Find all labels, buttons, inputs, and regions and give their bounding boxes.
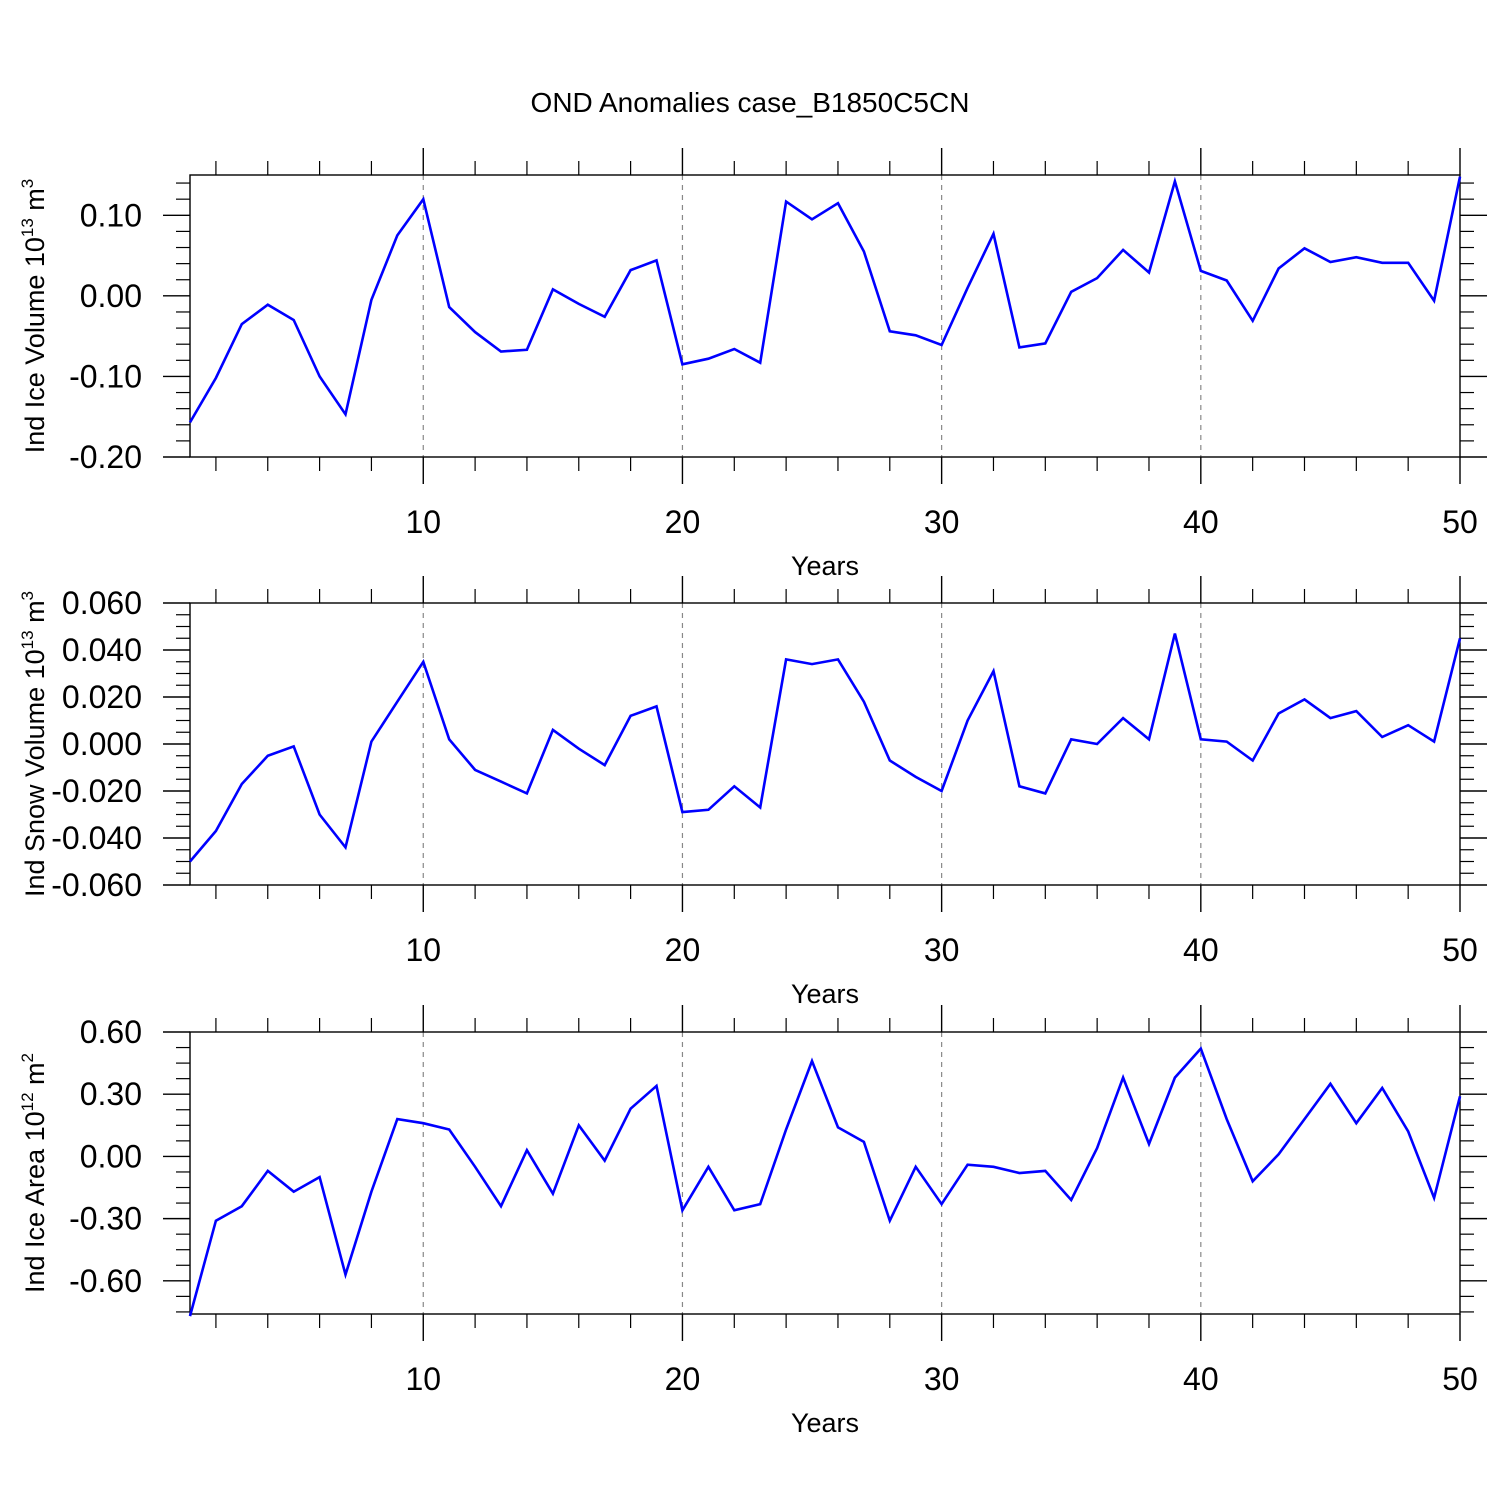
y-tick-label: 0.040	[62, 632, 142, 668]
x-tick-label: 40	[1183, 932, 1219, 968]
y-tick-label: -0.20	[69, 439, 142, 475]
plot-frame	[189, 1031, 1461, 1315]
x-axis-label: Years	[791, 1408, 859, 1438]
figure-title: OND Anomalies case_B1850C5CN	[531, 87, 970, 118]
series-line	[188, 1046, 1462, 1317]
x-tick-label: 50	[1442, 932, 1478, 968]
plot-frame	[189, 174, 1461, 458]
y-axis-label: Ind Ice Volume 1013 m3	[18, 179, 50, 454]
x-tick-label: 30	[924, 504, 960, 540]
x-axis-label: Years	[791, 551, 859, 581]
y-tick-label: 0.00	[80, 1138, 142, 1174]
y-tick-label: -0.10	[69, 358, 142, 394]
x-tick-label: 10	[405, 504, 441, 540]
plot-frame	[189, 602, 1461, 886]
y-tick-label: 0.00	[80, 278, 142, 314]
x-tick-label: 50	[1442, 1361, 1478, 1397]
y-tick-label: 0.060	[62, 585, 142, 621]
y-tick-label: 0.020	[62, 679, 142, 715]
y-tick-label: -0.040	[51, 820, 142, 856]
y-tick-label: 0.60	[80, 1014, 142, 1050]
y-axis-label: Ind Ice Area 1012 m2	[18, 1053, 50, 1293]
chart-panel-1: 10 20 30 40 50 -0.20 -0.10 0.00 0.10 Years Ind Ice…	[18, 148, 1487, 581]
y-tick-label: -0.30	[69, 1201, 142, 1237]
x-tick-label: 10	[405, 932, 441, 968]
x-tick-label: 20	[665, 504, 701, 540]
y-tick-label: 0.30	[80, 1076, 142, 1112]
x-tick-label: 20	[665, 1361, 701, 1397]
y-tick-label: 0.10	[80, 197, 142, 233]
series-line	[188, 176, 1462, 424]
x-tick-label: 50	[1442, 504, 1478, 540]
x-tick-label: 10	[405, 1361, 441, 1397]
y-axis-label: Ind Snow Volume 1013 m3	[18, 591, 50, 897]
x-tick-label: 30	[924, 932, 960, 968]
series-line	[189, 633, 1462, 863]
x-tick-label: 40	[1183, 504, 1219, 540]
chart-panel-3: 10 20 30 40 50 -0.60 -0.30 0.00 0.30 0.60 Years Ind…	[18, 1005, 1487, 1438]
y-tick-label: -0.60	[69, 1263, 142, 1299]
chart-panel-2: 10 20 30 40 50 -0.060 -0.040 -0.020 0.000 0.020 0.…	[18, 576, 1487, 1009]
y-tick-label: -0.060	[51, 867, 142, 903]
y-tick-label: 0.000	[62, 726, 142, 762]
x-tick-label: 20	[665, 932, 701, 968]
x-axis-label: Years	[791, 979, 859, 1009]
panels: 10 20 30 40 50 -0.20 -0.10 0.00 0.10 Years Ind Ice…	[18, 148, 1487, 1438]
x-tick-label: 40	[1183, 1361, 1219, 1397]
y-tick-label: -0.020	[51, 773, 142, 809]
x-tick-label: 30	[924, 1361, 960, 1397]
